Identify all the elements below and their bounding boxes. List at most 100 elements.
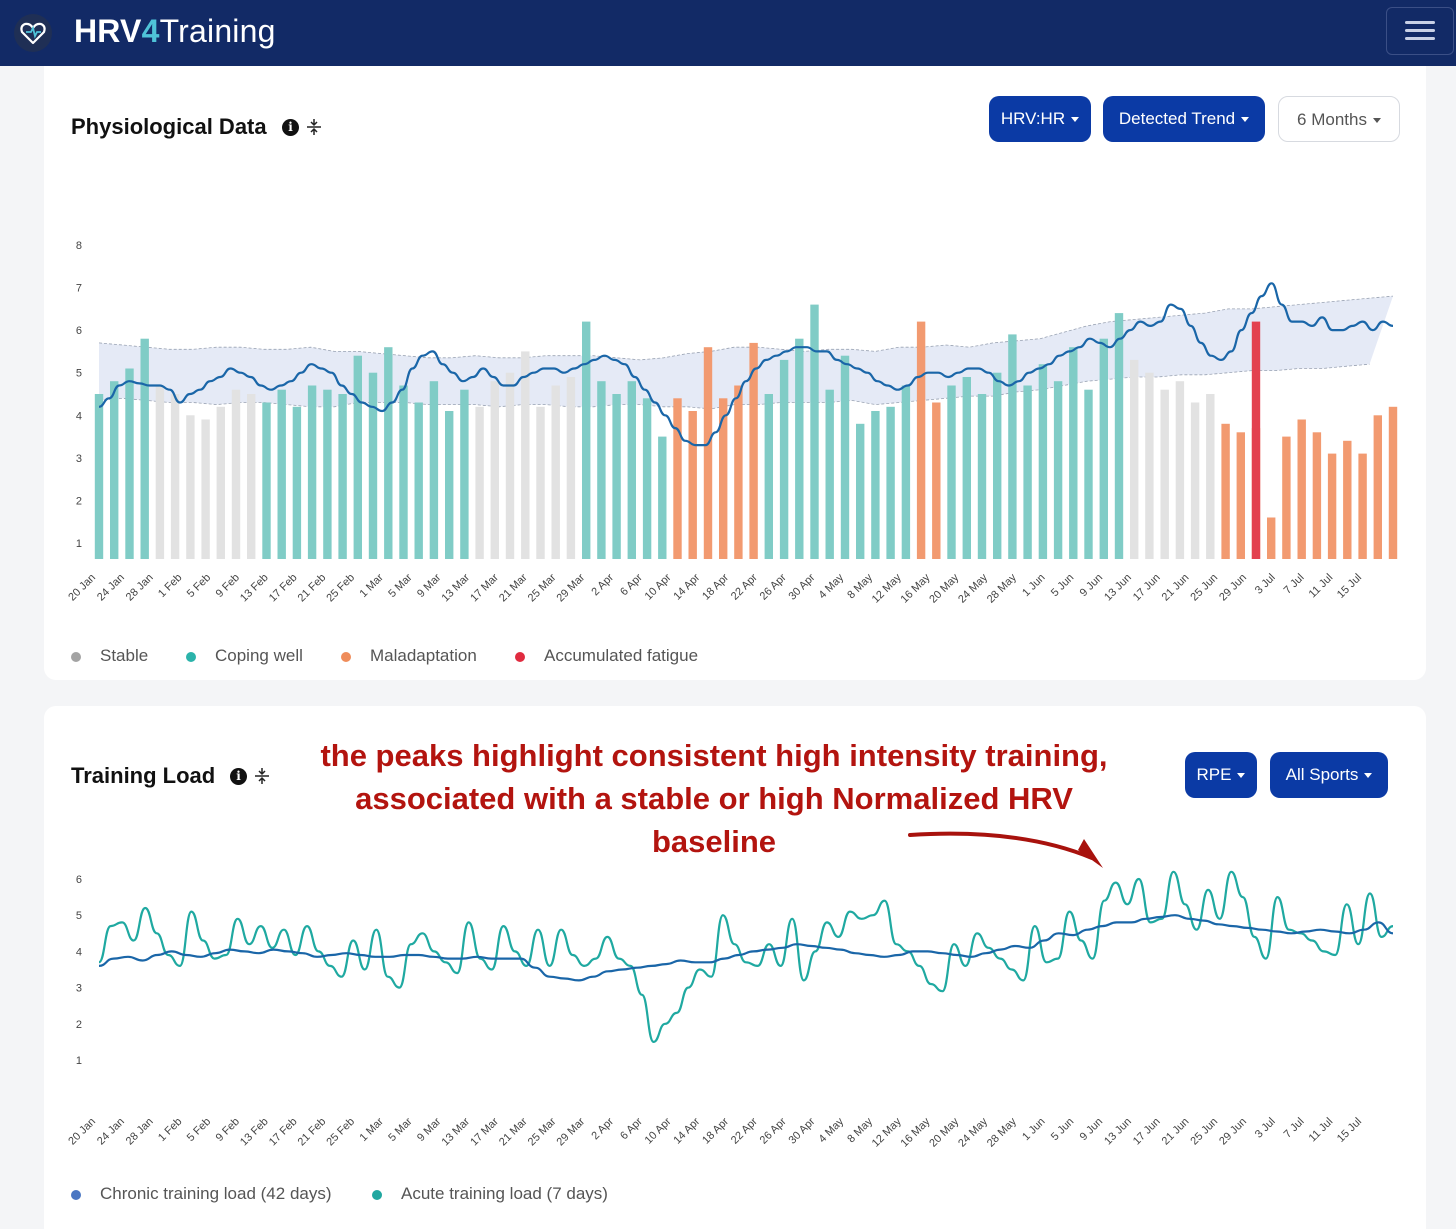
brand-suffix: Training xyxy=(159,13,276,49)
legend-label: Chronic training load (42 days) xyxy=(100,1184,332,1203)
bar xyxy=(551,385,560,559)
trend-line xyxy=(98,282,1394,447)
x-tick-label: 24 Jan xyxy=(95,1116,127,1148)
acute-load-line xyxy=(97,870,1394,1044)
legend-label: Coping well xyxy=(215,646,303,665)
bar xyxy=(886,406,895,559)
x-tick-label: 20 Jan xyxy=(66,1116,98,1148)
sport-dropdown-label: All Sports xyxy=(1285,765,1359,784)
bar xyxy=(688,411,697,559)
legend-dot xyxy=(515,652,525,662)
x-tick-label: 21 Jun xyxy=(1160,1116,1192,1148)
y-tick-label: 4 xyxy=(76,410,82,422)
x-tick-label: 29 Jun xyxy=(1217,1116,1249,1148)
y-tick-label: 5 xyxy=(76,910,82,922)
bar xyxy=(201,419,210,559)
training-load-title: Training Load xyxy=(71,763,216,788)
caret-down-icon xyxy=(1071,117,1080,123)
brand-name[interactable]: HRV4Training xyxy=(74,13,276,50)
x-tick-label: 17 Mar xyxy=(468,1115,501,1148)
info-icon[interactable]: i xyxy=(282,119,299,136)
legend-dot xyxy=(372,1190,382,1200)
hamburger-icon[interactable] xyxy=(1386,7,1454,55)
legend-dot xyxy=(186,652,196,662)
annotation-arrow-icon xyxy=(908,831,1103,868)
y-tick-label: 5 xyxy=(76,368,82,380)
caret-down-icon xyxy=(1241,117,1250,123)
bar xyxy=(703,347,713,559)
y-tick-label: 4 xyxy=(76,946,82,958)
annotation-text: the peaks highlight consistent high inte… xyxy=(320,738,1108,859)
bar xyxy=(1343,440,1352,559)
x-tick-label: 12 May xyxy=(870,1115,904,1149)
bar xyxy=(810,304,819,559)
caret-down-icon xyxy=(1364,773,1373,779)
x-tick-label: 29 Mar xyxy=(555,1115,588,1148)
bar xyxy=(749,342,758,559)
x-tick-label: 17 Feb xyxy=(267,1116,300,1149)
range-dropdown-button[interactable]: 6 Months xyxy=(1278,96,1400,142)
info-icon[interactable]: i xyxy=(230,768,247,785)
bar xyxy=(521,351,530,559)
bar xyxy=(231,389,241,559)
bar xyxy=(1358,453,1367,559)
bar xyxy=(490,381,499,559)
bar xyxy=(962,377,971,559)
bar xyxy=(1221,423,1230,559)
bar xyxy=(429,381,439,559)
legend-label: Acute training load (7 days) xyxy=(401,1184,608,1203)
bar xyxy=(1099,338,1108,559)
x-tick-label: 21 Mar xyxy=(497,1115,530,1148)
baseline-upper xyxy=(98,295,1394,361)
bar xyxy=(1145,372,1154,559)
bar xyxy=(612,394,621,559)
collapse-icon[interactable] xyxy=(306,118,322,136)
metric-dropdown-button[interactable]: HRV:HR xyxy=(989,96,1091,142)
bar xyxy=(338,394,347,559)
bar xyxy=(1114,313,1124,559)
bar xyxy=(1160,389,1169,559)
x-tick-label: 15 Jul xyxy=(1335,1116,1364,1145)
trend-dropdown-label: Detected Trend xyxy=(1118,109,1236,128)
bar xyxy=(1175,381,1185,559)
bar xyxy=(779,359,789,559)
x-tick-label: 2 Apr xyxy=(589,1115,616,1142)
heart-shield-icon[interactable] xyxy=(14,14,52,52)
bar xyxy=(1023,385,1032,559)
bar xyxy=(840,355,850,559)
y-tick-label: 7 xyxy=(76,283,82,295)
legend-label: Maladaptation xyxy=(370,646,477,665)
x-tick-label: 28 May xyxy=(985,1115,1019,1149)
bar xyxy=(216,406,225,559)
bar xyxy=(170,394,180,559)
sport-dropdown-button[interactable]: All Sports xyxy=(1270,752,1388,798)
y-tick-label: 6 xyxy=(76,874,82,886)
collapse-icon[interactable] xyxy=(254,767,270,785)
bar xyxy=(414,402,423,559)
bar xyxy=(368,372,378,559)
bar xyxy=(901,385,911,559)
bar xyxy=(856,423,865,559)
x-tick-label: 5 Mar xyxy=(386,1115,415,1144)
x-tick-label: 1 Jun xyxy=(1020,1116,1048,1144)
bar xyxy=(94,394,104,559)
y-tick-label: 3 xyxy=(76,453,82,465)
bar xyxy=(1312,432,1322,559)
bar xyxy=(399,385,408,559)
x-tick-label: 22 Apr xyxy=(729,1115,760,1146)
bar xyxy=(1282,436,1291,559)
bar xyxy=(475,406,484,559)
y-tick-label: 2 xyxy=(76,1019,82,1031)
y-tick-label: 2 xyxy=(76,495,82,507)
x-tick-label: 16 May xyxy=(899,1115,933,1149)
x-tick-label: 5 Feb xyxy=(185,1116,213,1144)
bar xyxy=(353,355,362,559)
trend-dropdown-button[interactable]: Detected Trend xyxy=(1103,96,1265,142)
rpe-dropdown-button[interactable]: RPE xyxy=(1185,752,1257,798)
brand-four: 4 xyxy=(141,13,160,49)
bar xyxy=(1206,394,1215,559)
bar xyxy=(795,338,804,559)
chronic-load-line xyxy=(98,914,1394,982)
x-tick-label: 11 Jul xyxy=(1307,1116,1336,1145)
